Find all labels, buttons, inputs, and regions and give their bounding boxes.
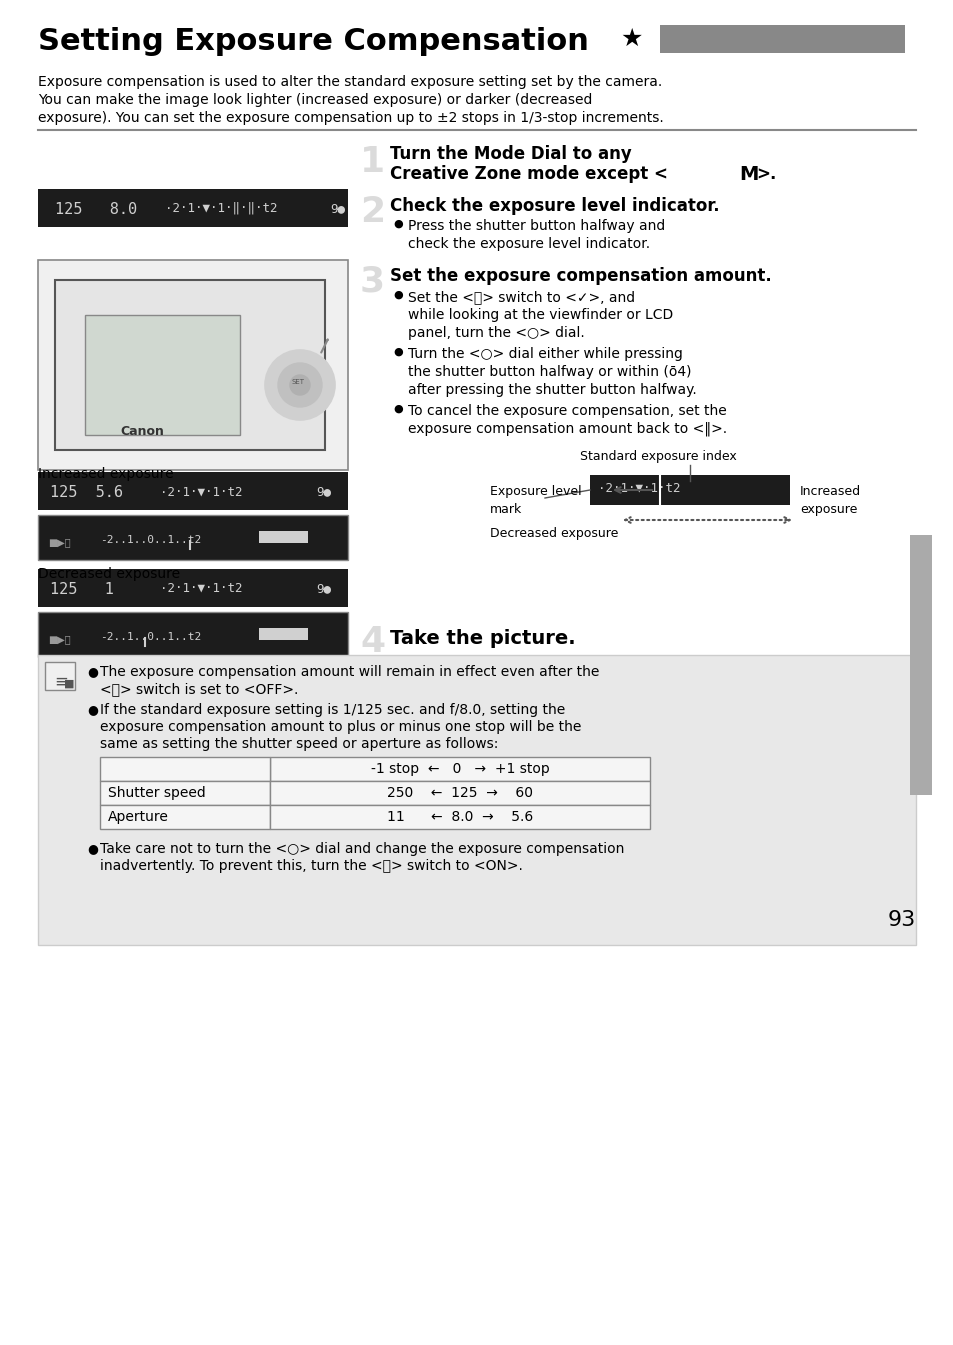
Text: 9●: 9● (315, 582, 331, 594)
Text: Set the exposure compensation amount.: Set the exposure compensation amount. (390, 268, 771, 285)
Bar (100, 757, 270, 781)
Text: Decreased exposure: Decreased exposure (490, 527, 618, 539)
Bar (270, 806, 649, 829)
Text: Aperture: Aperture (108, 810, 169, 824)
Text: 9●: 9● (330, 202, 345, 215)
Text: inadvertently. To prevent this, turn the <ⓢ> switch to <ON>.: inadvertently. To prevent this, turn the… (100, 859, 522, 873)
Text: ·2⋅1⋅▼⋅1⋅t2: ·2⋅1⋅▼⋅1⋅t2 (598, 482, 679, 494)
Bar (270, 781, 649, 806)
Text: -1 stop  ←   0   →  +1 stop: -1 stop ← 0 → +1 stop (370, 763, 549, 776)
Text: Exposure level: Exposure level (490, 486, 581, 498)
Text: Decreased exposure: Decreased exposure (38, 568, 180, 581)
Text: 9●: 9● (315, 486, 331, 498)
Text: To cancel the exposure compensation, set the: To cancel the exposure compensation, set… (408, 404, 726, 418)
Text: ·2⋅1⋅▼⋅1⋅t2: ·2⋅1⋅▼⋅1⋅t2 (160, 486, 242, 498)
Text: ■: ■ (64, 679, 74, 689)
Text: while looking at the viewfinder or LCD: while looking at the viewfinder or LCD (408, 308, 673, 321)
Text: 93: 93 (887, 911, 915, 929)
Text: ●: ● (393, 291, 402, 300)
Text: ■▶⦿: ■▶⦿ (48, 537, 71, 547)
Text: ●: ● (87, 703, 98, 716)
Text: exposure: exposure (800, 503, 857, 516)
Bar (100, 806, 270, 829)
Text: The exposure compensation amount will remain in effect even after the: The exposure compensation amount will re… (100, 664, 598, 679)
Text: 125   1: 125 1 (50, 582, 113, 597)
Text: M: M (739, 165, 758, 184)
Text: Take care not to turn the <○> dial and change the exposure compensation: Take care not to turn the <○> dial and c… (100, 842, 623, 855)
Text: ·2⋅1⋅▼⋅1⋅t2: ·2⋅1⋅▼⋅1⋅t2 (160, 582, 242, 594)
Text: ≡: ≡ (54, 672, 68, 691)
Text: ●: ● (393, 219, 402, 229)
Text: ●: ● (393, 404, 402, 414)
Bar (55, 280, 325, 451)
Bar (45, 662, 75, 690)
Bar (909, 535, 931, 795)
Text: ★: ★ (619, 27, 641, 51)
Bar (659, 26, 904, 52)
Text: 125  5.6: 125 5.6 (50, 486, 123, 500)
Text: Take the picture.: Take the picture. (390, 629, 575, 648)
Bar (38, 190, 348, 227)
Text: ●: ● (87, 664, 98, 678)
Text: exposure). You can set the exposure compensation up to ±2 stops in 1/3-stop incr: exposure). You can set the exposure comp… (38, 112, 663, 125)
Circle shape (290, 375, 310, 395)
Text: You can make the image look lighter (increased exposure) or darker (decreased: You can make the image look lighter (inc… (38, 93, 592, 108)
Text: ●: ● (393, 347, 402, 356)
Text: same as setting the shutter speed or aperture as follows:: same as setting the shutter speed or ape… (100, 737, 497, 751)
Circle shape (265, 350, 335, 420)
Text: Set the <ⓢ> switch to <✓>, and: Set the <ⓢ> switch to <✓>, and (408, 291, 635, 304)
Text: Exposure compensation is used to alter the standard exposure setting set by the : Exposure compensation is used to alter t… (38, 75, 661, 89)
Bar (100, 781, 270, 806)
Text: 11      ←  8.0  →    5.6: 11 ← 8.0 → 5.6 (387, 810, 533, 824)
Text: ONE SHOT: ONE SHOT (260, 533, 307, 542)
Bar (85, 315, 240, 434)
Text: Creative Zone mode except <: Creative Zone mode except < (390, 165, 667, 183)
Text: Turn the <○> dial either while pressing: Turn the <○> dial either while pressing (408, 347, 682, 360)
Text: panel, turn the <○> dial.: panel, turn the <○> dial. (408, 325, 584, 340)
Text: check the exposure level indicator.: check the exposure level indicator. (408, 237, 649, 252)
Circle shape (277, 363, 322, 408)
Bar (38, 260, 348, 469)
Bar (38, 569, 348, 607)
Text: ●: ● (87, 842, 98, 855)
Text: -2..1..0..1..t2: -2..1..0..1..t2 (100, 535, 201, 545)
Text: If the standard exposure setting is 1/125 sec. and f/8.0, setting the: If the standard exposure setting is 1/12… (100, 703, 565, 717)
Text: Turn the Mode Dial to any: Turn the Mode Dial to any (390, 145, 631, 163)
Text: Shutter speed: Shutter speed (108, 785, 206, 800)
Bar (38, 612, 348, 656)
Text: 2: 2 (359, 195, 385, 229)
Bar (270, 757, 649, 781)
Bar (38, 472, 348, 510)
Text: ■▶⦿: ■▶⦿ (48, 633, 71, 644)
Text: 250    ←  125  →    60: 250 ← 125 → 60 (387, 785, 533, 800)
Text: Standard exposure index: Standard exposure index (579, 451, 736, 463)
Text: the shutter button halfway or within (ō4): the shutter button halfway or within (ō4… (408, 364, 691, 379)
Text: Press the shutter button halfway and: Press the shutter button halfway and (408, 219, 664, 233)
Text: mark: mark (490, 503, 521, 516)
Text: Setting Exposure Compensation: Setting Exposure Compensation (38, 27, 588, 56)
Text: 125   8.0: 125 8.0 (55, 202, 137, 217)
Text: after pressing the shutter button halfway.: after pressing the shutter button halfwa… (408, 383, 696, 397)
Bar (38, 515, 348, 560)
Text: SET: SET (292, 379, 305, 385)
Text: <ⓢ> switch is set to <OFF>.: <ⓢ> switch is set to <OFF>. (100, 682, 298, 695)
Text: >.: >. (755, 165, 776, 183)
Text: exposure compensation amount back to <‖>.: exposure compensation amount back to <‖>… (408, 422, 726, 437)
Bar (589, 475, 789, 504)
Text: 3: 3 (359, 265, 385, 299)
Text: Check the exposure level indicator.: Check the exposure level indicator. (390, 196, 719, 215)
Text: Increased exposure: Increased exposure (38, 467, 173, 482)
Text: Increased: Increased (800, 486, 861, 498)
Text: Canon: Canon (120, 425, 164, 438)
Text: -2..1..0..1..t2: -2..1..0..1..t2 (100, 632, 201, 642)
Text: 1: 1 (359, 145, 385, 179)
Text: ·2⋅1⋅▼⋅1⋅‖⋅‖⋅t2: ·2⋅1⋅▼⋅1⋅‖⋅‖⋅t2 (165, 202, 277, 215)
Bar (38, 655, 915, 946)
Text: 4: 4 (359, 625, 385, 659)
FancyArrowPatch shape (321, 339, 328, 352)
Text: ONE SHOT: ONE SHOT (260, 629, 307, 639)
Text: exposure compensation amount to plus or minus one stop will be the: exposure compensation amount to plus or … (100, 720, 580, 734)
